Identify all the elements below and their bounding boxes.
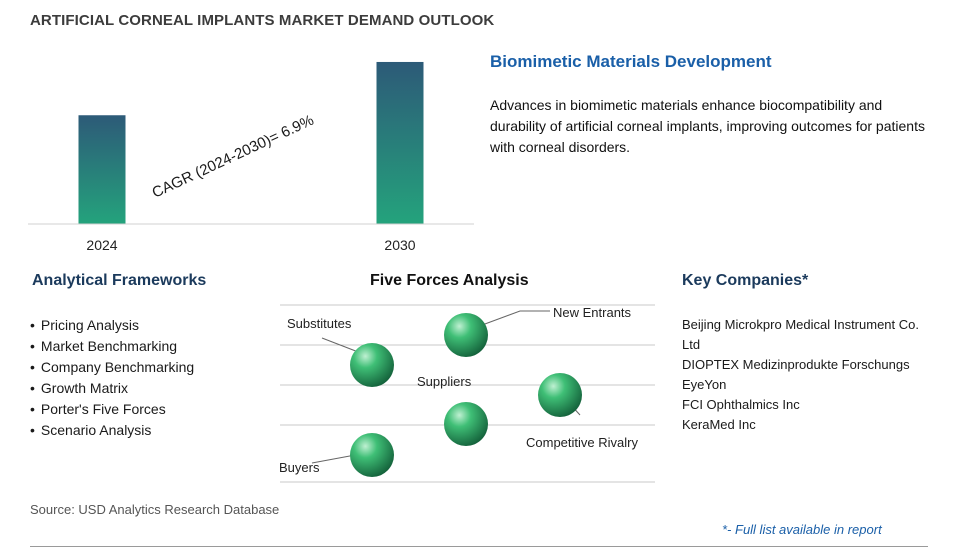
companies-title: Key Companies* (682, 272, 809, 289)
green-sphere-icon (444, 313, 488, 357)
bar-2024 (78, 115, 126, 224)
framework-item: Porter's Five Forces (30, 399, 194, 420)
force-label-competitive-rivalry: Competitive Rivalry (526, 435, 638, 450)
green-sphere-icon (350, 433, 394, 477)
company-item: DIOPTEX Medizinprodukte Forschungs (682, 357, 910, 372)
frameworks-list: Pricing Analysis Market Benchmarking Com… (30, 315, 194, 441)
frameworks-title: Analytical Frameworks (32, 272, 207, 289)
x-tick-label: 2024 (86, 237, 117, 253)
companies-list: Beijing Microkpro Medical Instrument Co.… (682, 315, 932, 435)
bar-chart: 2024 2030 CAGR (2024-2030)= 6.9% (28, 61, 474, 253)
company-item: Beijing Microkpro Medical Instrument Co.… (682, 317, 919, 352)
page-title: ARTIFICIAL CORNEAL IMPLANTS MARKET DEMAN… (30, 12, 495, 29)
full-list-note: *- Full list available in report (722, 522, 882, 537)
company-item: FCI Ophthalmics Inc (682, 397, 800, 412)
company-item: EyeYon (682, 377, 727, 392)
five-forces-diagram: Substitutes New Entrants Suppliers Compe… (279, 304, 655, 483)
framework-item: Scenario Analysis (30, 420, 194, 441)
force-label-buyers: Buyers (279, 460, 320, 475)
force-label-new-entrants: New Entrants (553, 305, 632, 320)
force-label-suppliers: Suppliers (417, 374, 472, 389)
bottom-divider (30, 546, 928, 547)
framework-item: Pricing Analysis (30, 315, 194, 336)
force-label-substitutes: Substitutes (287, 316, 352, 331)
feature-title: Biomimetic Materials Development (490, 52, 772, 71)
source-note: Source: USD Analytics Research Database (30, 502, 280, 517)
x-tick-label: 2030 (384, 237, 415, 253)
five-forces-title: Five Forces Analysis (370, 272, 529, 289)
cagr-annotation: CAGR (2024-2030)= 6.9% (150, 112, 317, 202)
green-sphere-icon (538, 373, 582, 417)
bar-2030 (376, 61, 424, 225)
green-sphere-icon (350, 343, 394, 387)
feature-description: Advances in biomimetic materials enhance… (490, 97, 925, 155)
framework-item: Growth Matrix (30, 378, 194, 399)
framework-item: Company Benchmarking (30, 357, 194, 378)
framework-item: Market Benchmarking (30, 336, 194, 357)
green-sphere-icon (444, 402, 488, 446)
company-item: KeraMed Inc (682, 417, 756, 432)
